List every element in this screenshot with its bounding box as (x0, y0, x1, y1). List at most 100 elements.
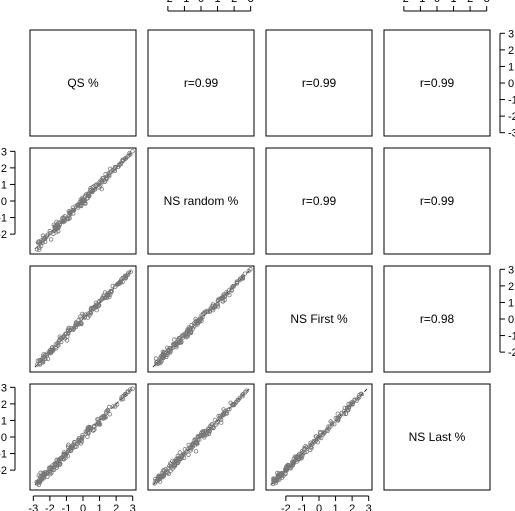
scatter-point (48, 230, 53, 236)
tick-label: 0 (316, 503, 322, 511)
panel-frame (265, 383, 373, 491)
scatter-point (58, 456, 64, 461)
scatter-point (182, 447, 187, 452)
scatter-point (74, 322, 79, 328)
scatter-point (110, 167, 115, 173)
scatter-point (210, 306, 216, 311)
scatter-point (86, 191, 91, 196)
tick-label: 1 (1, 415, 7, 427)
scatter-point (234, 280, 240, 286)
scatter-point (290, 462, 295, 468)
tick-label: -1 (180, 0, 190, 5)
scatter-point (158, 360, 163, 365)
scatter-point (58, 335, 63, 341)
tick-label: 3 (248, 0, 254, 5)
scatter-point (50, 348, 55, 353)
scatter-point (329, 420, 335, 425)
panel-frame (265, 147, 373, 255)
scatter-point (180, 452, 185, 458)
tick-label: -2 (45, 503, 55, 511)
scatter-point (248, 267, 253, 272)
scatter-point (284, 464, 289, 469)
scatter-point (114, 402, 120, 407)
scatter-point (272, 479, 278, 484)
scatter-point (238, 276, 243, 281)
scatter-point (86, 193, 91, 198)
scatter-point (67, 328, 72, 333)
scatter-point (313, 434, 318, 439)
scatter-point (96, 181, 102, 186)
scatter-point (55, 340, 60, 346)
scatter-point (97, 299, 102, 304)
scatter-point (152, 481, 157, 486)
scatter-point (90, 306, 95, 311)
tick-label: 1 (215, 0, 221, 5)
scatter-point (62, 218, 68, 223)
scatter-point (119, 397, 124, 402)
scatter-point (172, 462, 178, 468)
scatter-point (37, 358, 43, 363)
tick-label: -2 (0, 465, 7, 477)
scatter-point (76, 317, 81, 323)
scatter-point (48, 237, 54, 242)
scatter-point (34, 247, 40, 252)
scatter-point (188, 448, 193, 453)
scatter-point (36, 473, 41, 478)
panel-frame (29, 383, 137, 491)
scatter-point (106, 404, 112, 410)
scatter-point (37, 360, 42, 366)
scatter-point (83, 429, 88, 434)
tick-label: -1 (508, 95, 515, 107)
tick-label: 1 (97, 503, 103, 511)
scatter-point (45, 356, 51, 361)
panel-frame (29, 265, 137, 373)
scatter-point (130, 386, 135, 391)
scatter-point (234, 399, 239, 404)
panel-frame (147, 147, 255, 255)
scatter-point (335, 416, 340, 421)
scatter-point (160, 355, 166, 361)
scatter-point (302, 446, 307, 451)
tick-label: -1 (0, 449, 7, 461)
scatter-point (212, 417, 218, 423)
tick-label: -1 (0, 213, 7, 225)
scatter-point (113, 284, 118, 289)
scatter-point (111, 404, 116, 409)
scatter-point (229, 287, 234, 293)
scatter-point (37, 480, 42, 485)
scatter-point (126, 153, 131, 158)
scatter-point (209, 303, 215, 309)
scatter-point (66, 216, 71, 222)
scatter-point (163, 469, 169, 474)
scatter-point (94, 302, 99, 308)
scatter-point (216, 413, 221, 419)
scatter-point (166, 466, 171, 471)
scatter-point (307, 444, 312, 449)
scatter-point (123, 392, 129, 397)
scatter-point (175, 453, 180, 459)
scatter-point (66, 209, 71, 214)
scatter-point (88, 185, 93, 191)
scatter-point (85, 425, 90, 430)
scatter-point (170, 458, 175, 464)
scatter-point (335, 411, 340, 416)
tick-label: -1 (416, 0, 426, 5)
tick-label: -3 (508, 128, 515, 140)
correlation-label: r=0.99 (302, 76, 337, 90)
scatter-point (242, 271, 248, 276)
scatter-point (63, 452, 69, 457)
scatter-point (272, 478, 277, 484)
scatter-point (225, 408, 230, 413)
tick-label: -3 (28, 503, 38, 511)
scatter-point (220, 299, 225, 304)
tick-label: 1 (451, 0, 457, 5)
scatter-point (37, 477, 42, 483)
scatter-point (240, 392, 245, 397)
scatter-point (66, 442, 71, 447)
scatter-point (120, 275, 125, 281)
tick-label: 2 (508, 281, 514, 293)
tick-label: 1 (508, 297, 514, 309)
scatter-point (128, 387, 133, 392)
scatter-point (290, 459, 295, 464)
scatter-point (294, 459, 300, 464)
